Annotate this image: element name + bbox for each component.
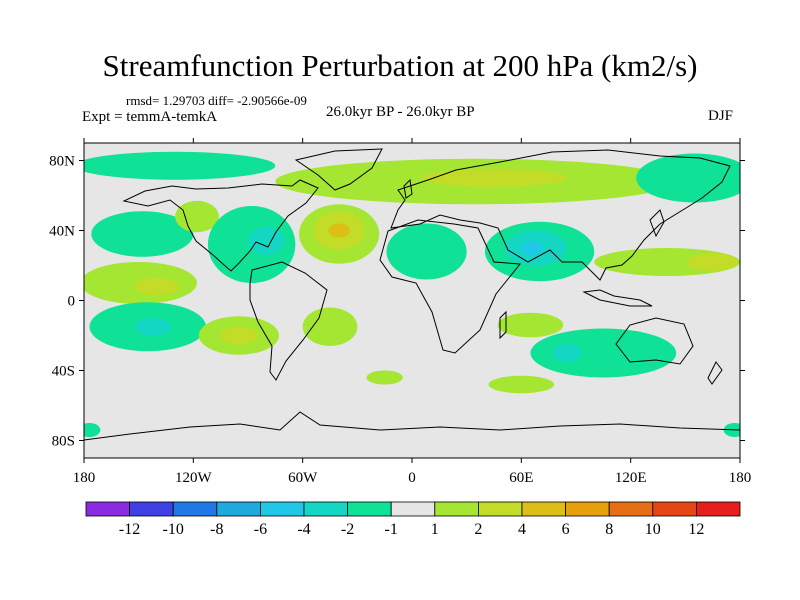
contour-indian-ocean-positive xyxy=(498,313,564,338)
contour-central-pacific-positive-core xyxy=(135,278,179,296)
y-tick-label: 40N xyxy=(49,224,75,240)
x-tick-label: 60W xyxy=(288,470,318,486)
colorbar-swatch xyxy=(260,502,304,516)
colorbar-swatch xyxy=(304,502,348,516)
contour-antarctic-coast-negative-west xyxy=(79,423,101,437)
x-tick-label: 120W xyxy=(175,470,213,486)
colorbar-label: -12 xyxy=(119,521,140,538)
colorbar-label: -1 xyxy=(385,521,398,538)
y-tick-label: 80N xyxy=(49,154,75,170)
contour-south-america-west-positive-core xyxy=(221,327,257,345)
colorbar-swatch xyxy=(566,502,610,516)
colorbar-label: 6 xyxy=(562,521,570,538)
colorbar-label: -4 xyxy=(297,521,310,538)
contour-north-america-negative-core xyxy=(248,227,284,255)
colorbar-swatch xyxy=(348,502,392,516)
x-tick-label: 60E xyxy=(509,470,533,486)
colorbar-swatch xyxy=(609,502,653,516)
contour-australia-negative xyxy=(530,329,676,378)
colorbar-swatch xyxy=(478,502,522,516)
contour-na-west-coast-positive xyxy=(175,201,219,233)
colorbar-swatch xyxy=(391,502,435,516)
contour-africa-negative xyxy=(386,224,466,280)
colorbar-label: 2 xyxy=(474,521,482,538)
colorbar-swatch xyxy=(696,502,740,516)
colorbar-swatch xyxy=(86,502,130,516)
y-tick-label: 0 xyxy=(68,294,76,310)
colorbar-swatch xyxy=(130,502,174,516)
contour-north-atlantic-positive-core xyxy=(328,224,350,238)
colorbar-label: 8 xyxy=(605,521,613,538)
contour-southern-ocean-positive xyxy=(366,371,402,385)
x-tick-label: 180 xyxy=(729,470,752,486)
contour-south-pacific-negative-core xyxy=(135,318,171,336)
y-tick-label: 40S xyxy=(52,364,75,380)
contour-arctic-negative-west xyxy=(75,152,275,180)
colorbar-label: -10 xyxy=(163,521,184,538)
colorbar-swatch xyxy=(522,502,566,516)
colorbar-label: -6 xyxy=(254,521,267,538)
contour-south-atlantic-positive xyxy=(303,308,358,347)
colorbar-swatch xyxy=(217,502,261,516)
colorbar-label: -8 xyxy=(210,521,223,538)
contour-australia-negative-core xyxy=(552,344,581,362)
colorbar-label: 10 xyxy=(645,521,661,538)
y-tick-label: 80S xyxy=(52,434,75,450)
colorbar-label: -2 xyxy=(341,521,354,538)
colorbar-label: 12 xyxy=(688,521,704,538)
contour-arctic-negative-east xyxy=(636,154,753,203)
colorbar-swatch xyxy=(653,502,697,516)
x-tick-label: 120E xyxy=(615,470,647,486)
colorbar: -12 -10 -8 -6 -4 -2 -1 1 2 4 6 8 10 12 xyxy=(86,502,740,538)
contour-arctic-positive-core xyxy=(421,169,567,187)
x-tick-label: 0 xyxy=(408,470,416,486)
contour-asia-negative-core xyxy=(521,241,543,255)
colorbar-swatch xyxy=(173,502,217,516)
streamfunction-chart: 180 120W 60W 0 60E 120E 18080N40N040S80S -12 -1… xyxy=(0,0,800,600)
colorbar-swatch xyxy=(435,502,479,516)
colorbar-label: 1 xyxy=(431,521,439,538)
contour-southern-indian-positive xyxy=(489,376,555,394)
colorbar-label: 4 xyxy=(518,521,526,538)
contour-west-pacific-positive-core xyxy=(687,253,738,271)
x-tick-label: 180 xyxy=(73,470,96,486)
